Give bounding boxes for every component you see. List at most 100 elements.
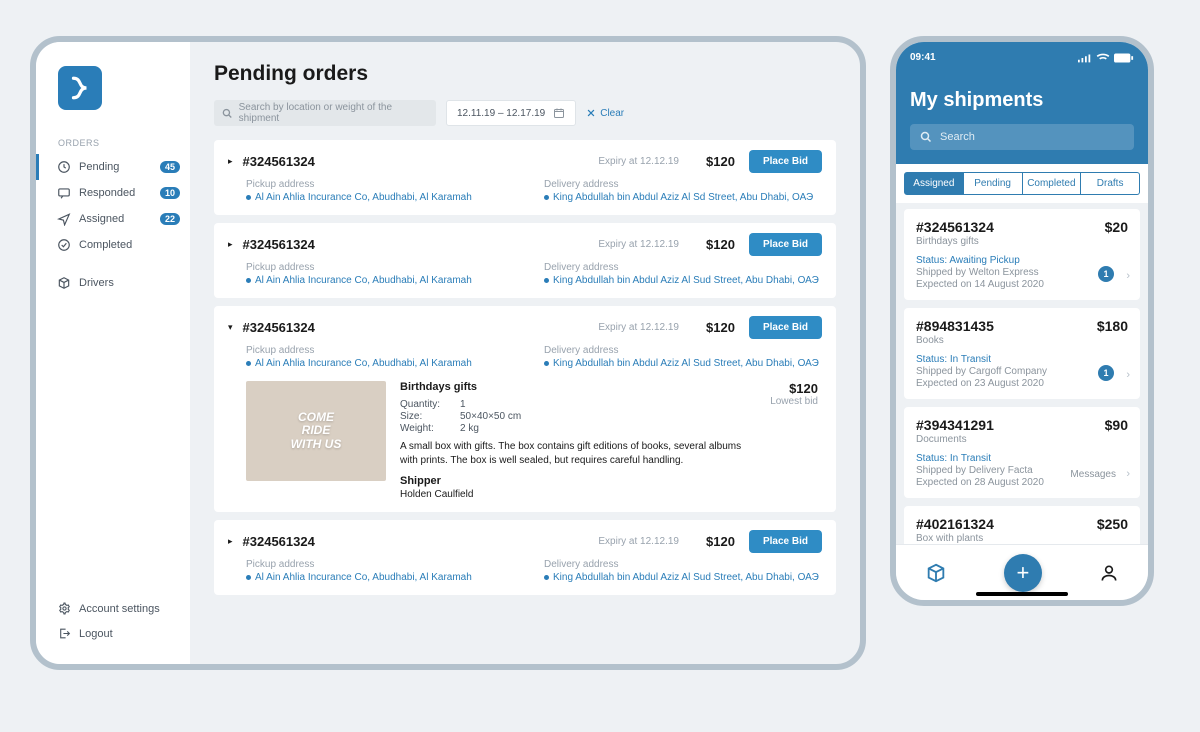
size-label: Size: [400, 411, 460, 422]
delivery-address[interactable]: King Abdullah bin Abdul Aziz Al Sud Stre… [544, 572, 822, 583]
order-price: $120 [679, 154, 735, 169]
messages-link[interactable]: Messages [1070, 469, 1116, 480]
logout-link[interactable]: Logout [36, 621, 190, 646]
place-bid-button[interactable]: Place Bid [749, 530, 822, 553]
shipment-subtitle: Documents [916, 434, 1128, 445]
sidebar-item-completed[interactable]: Completed [36, 232, 190, 258]
order-card: ▸ #324561324 Expiry at 12.12.19 $120 Pla… [214, 223, 836, 298]
order-id: #324561324 [243, 237, 443, 252]
nav-shipments-icon[interactable] [925, 562, 947, 584]
shipment-photo: COMERIDEWITH US [246, 381, 386, 481]
phone-device: 09:41 My shipments Search Assigned Pendi… [890, 36, 1154, 606]
shipment-price: $20 [1105, 219, 1128, 235]
count-badge: 45 [160, 161, 180, 173]
pin-icon [544, 575, 549, 580]
order-list: ▸ #324561324 Expiry at 12.12.19 $120 Pla… [214, 140, 836, 595]
search-input[interactable]: Search by location or weight of the ship… [214, 100, 436, 126]
place-bid-button[interactable]: Place Bid [749, 150, 822, 173]
sidebar-item-responded[interactable]: Responded 10 [36, 180, 190, 206]
delivery-label: Delivery address [544, 179, 822, 190]
lowest-label: Lowest bid [770, 396, 818, 407]
chevron-right-icon: › [1126, 468, 1130, 480]
delivery-address[interactable]: King Abdullah bin Abdul Aziz Al Sud Stre… [544, 358, 822, 369]
shipper-name: Holden Caulfield [400, 489, 756, 500]
sidebar-item-assigned[interactable]: Assigned 22 [36, 206, 190, 232]
tab-pending[interactable]: Pending [964, 172, 1023, 195]
delivery-address[interactable]: King Abdullah bin Abdul Aziz Al Sud Stre… [544, 275, 822, 286]
sidebar-item-drivers[interactable]: Drivers [36, 270, 190, 296]
pin-icon [246, 278, 251, 283]
place-bid-button[interactable]: Place Bid [749, 233, 822, 256]
pin-icon [544, 195, 549, 200]
sidebar-item-label: Completed [79, 239, 180, 251]
order-expiry: Expiry at 12.12.19 [443, 239, 679, 250]
phone-header: 09:41 My shipments Search [896, 42, 1148, 164]
phone-search-input[interactable]: Search [910, 124, 1134, 150]
gear-icon [58, 602, 71, 615]
nav-profile-icon[interactable] [1099, 563, 1119, 583]
pickup-label: Pickup address [246, 559, 524, 570]
pin-icon [246, 575, 251, 580]
chat-icon [57, 186, 71, 200]
shipment-card[interactable]: #394341291 $90 DocumentsStatus: In Trans… [904, 407, 1140, 498]
pickup-label: Pickup address [246, 179, 524, 190]
phone-search-placeholder: Search [940, 131, 975, 143]
pin-icon [246, 195, 251, 200]
clear-button[interactable]: Clear [586, 108, 624, 119]
x-icon [586, 108, 596, 118]
shipment-list: #324561324 $20 Birthdays giftsStatus: Aw… [896, 203, 1148, 600]
battery-icon [1114, 53, 1134, 63]
tab-completed[interactable]: Completed [1023, 172, 1082, 195]
expand-icon[interactable]: ▸ [228, 239, 233, 250]
delivery-address[interactable]: King Abdullah bin Abdul Aziz Al Sd Stree… [544, 192, 822, 203]
date-range-picker[interactable]: 12.11.19 – 12.17.19 [446, 100, 576, 126]
order-expiry: Expiry at 12.12.19 [443, 156, 679, 167]
shipment-id: #894831435 [916, 318, 994, 334]
sidebar: ORDERS Pending 45 Responded 10 Assigned … [36, 42, 190, 664]
app-logo [58, 66, 102, 110]
weight-value: 2 kg [460, 423, 756, 434]
clock-icon [57, 160, 71, 174]
add-button[interactable]: + [1004, 554, 1042, 592]
sidebar-item-pending[interactable]: Pending 45 [36, 154, 190, 180]
order-detail: COMERIDEWITH US Birthdays gifts Quantity… [228, 381, 822, 500]
shipment-status: Status: In Transit [916, 354, 1128, 365]
order-id: #324561324 [243, 320, 443, 335]
notification-count: 1 [1098, 365, 1114, 381]
send-icon [57, 212, 71, 226]
pickup-address[interactable]: Al Ain Ahlia Incurance Co, Abudhabi, Al … [246, 192, 524, 203]
order-expiry: Expiry at 12.12.19 [443, 322, 679, 333]
footer-label: Account settings [79, 603, 160, 615]
delivery-label: Delivery address [544, 559, 822, 570]
shipment-card[interactable]: #324561324 $20 Birthdays giftsStatus: Aw… [904, 209, 1140, 300]
tab-drafts[interactable]: Drafts [1081, 172, 1140, 195]
expand-icon[interactable]: ▸ [228, 156, 233, 167]
pickup-label: Pickup address [246, 262, 524, 273]
shipment-id: #324561324 [916, 219, 994, 235]
pickup-address[interactable]: Al Ain Ahlia Incurance Co, Abudhabi, Al … [246, 275, 524, 286]
expand-icon[interactable]: ▸ [228, 536, 233, 547]
account-settings-link[interactable]: Account settings [36, 596, 190, 621]
pickup-address[interactable]: Al Ain Ahlia Incurance Co, Abudhabi, Al … [246, 572, 524, 583]
status-time: 09:41 [910, 52, 936, 63]
calendar-icon [553, 107, 565, 119]
order-id: #324561324 [243, 154, 443, 169]
expand-icon[interactable]: ▾ [228, 322, 233, 333]
footer-label: Logout [79, 628, 113, 640]
lowest-price: $120 [770, 381, 818, 396]
date-range-value: 12.11.19 – 12.17.19 [457, 108, 545, 119]
search-placeholder: Search by location or weight of the ship… [239, 102, 428, 124]
delivery-label: Delivery address [544, 345, 822, 356]
notification-count: 1 [1098, 266, 1114, 282]
shipment-card[interactable]: #894831435 $180 BooksStatus: In Transit … [904, 308, 1140, 399]
qty-label: Quantity: [400, 399, 460, 410]
tab-strip: Assigned Pending Completed Drafts [896, 164, 1148, 203]
shipment-subtitle: Birthdays gifts [916, 236, 1128, 247]
pickup-address[interactable]: Al Ain Ahlia Incurance Co, Abudhabi, Al … [246, 358, 524, 369]
tab-assigned[interactable]: Assigned [904, 172, 964, 195]
status-bar: 09:41 [910, 52, 1134, 63]
shipment-subtitle: Books [916, 335, 1128, 346]
shipment-status: Status: In Transit [916, 453, 1128, 464]
place-bid-button[interactable]: Place Bid [749, 316, 822, 339]
shipment-eta: Expected on 14 August 2020 [916, 279, 1128, 290]
